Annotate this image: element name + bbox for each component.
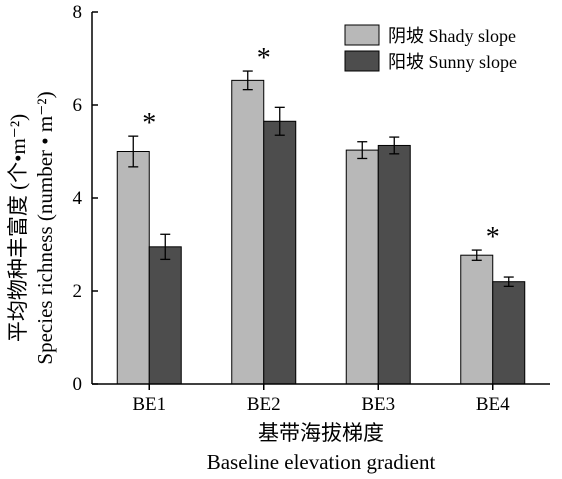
y-tick-label: 2 <box>73 281 83 302</box>
legend-label-sunny: 阳坡 Sunny slope <box>388 52 517 72</box>
x-tick-label: BE4 <box>476 394 510 415</box>
x-axis-title-en: Baseline elevation gradient <box>207 450 436 474</box>
error-bars-layer <box>128 70 514 288</box>
y-axis-title-en: Species richness (number • m⁻²) <box>33 91 57 364</box>
x-tick-label: BE2 <box>247 394 281 415</box>
legend-swatch-shady <box>344 24 380 46</box>
legend-label-shady: 阴坡 Shady slope <box>388 26 516 46</box>
bar-sunny-be2 <box>263 120 297 385</box>
y-tick-label: 4 <box>73 188 83 209</box>
y-ticks: 0 2 4 6 8 <box>73 2 98 395</box>
y-axis-title-cn: 平均物种丰富度 (个•m⁻²) <box>6 114 30 342</box>
significance-star: * <box>142 108 156 139</box>
bar-shady-be4 <box>460 254 494 385</box>
legend: 阴坡 Shady slope 阳坡 Sunny slope <box>344 24 517 72</box>
x-tick-label: BE1 <box>132 394 166 415</box>
bar-sunny-be4 <box>492 281 526 385</box>
bar-shady-be3 <box>345 149 379 385</box>
bar-shady-be1 <box>116 151 150 385</box>
y-tick-label: 6 <box>73 95 83 116</box>
significance-star: * <box>486 222 500 253</box>
bars-layer <box>116 79 526 385</box>
bar-sunny-be3 <box>377 144 411 385</box>
x-ticks: BE1 BE2 BE3 BE4 <box>132 384 510 415</box>
significance-star: * <box>257 43 271 74</box>
bar-sunny-be1 <box>148 246 182 385</box>
legend-swatch-sunny <box>344 50 380 72</box>
x-tick-label: BE3 <box>361 394 395 415</box>
significance-layer: * * * <box>142 43 500 253</box>
y-tick-label: 0 <box>73 374 83 395</box>
y-tick-label: 8 <box>73 2 83 23</box>
bar-shady-be2 <box>231 79 265 385</box>
x-axis-title-cn: 基带海拔梯度 <box>258 421 384 445</box>
